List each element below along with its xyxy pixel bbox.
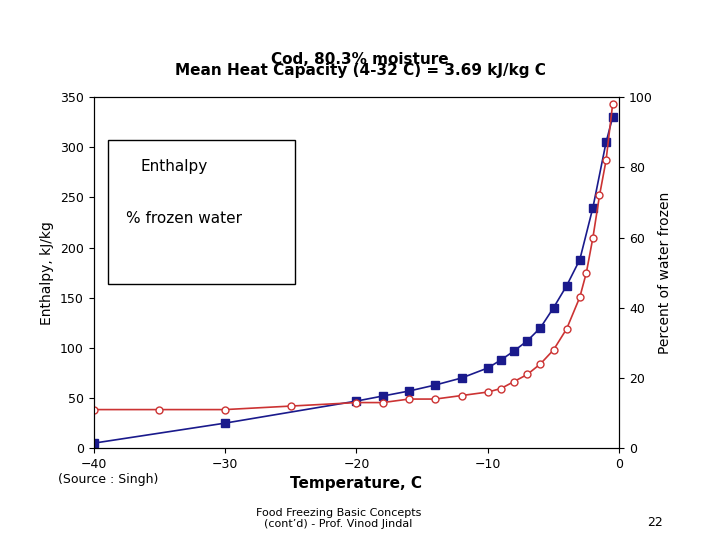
Text: Mean Heat Capacity (4-32 C) = 3.69 kJ/kg C: Mean Heat Capacity (4-32 C) = 3.69 kJ/kg… <box>174 63 546 78</box>
Text: Food Freezing Basic Concepts
(cont’d) - Prof. Vinod Jindal: Food Freezing Basic Concepts (cont’d) - … <box>256 508 421 529</box>
Text: 22: 22 <box>647 516 662 529</box>
X-axis label: Temperature, C: Temperature, C <box>290 476 423 491</box>
Text: (Source : Singh): (Source : Singh) <box>58 473 158 486</box>
Y-axis label: Enthalpy, kJ/kg: Enthalpy, kJ/kg <box>40 221 55 325</box>
Y-axis label: Percent of water frozen: Percent of water frozen <box>658 192 672 354</box>
Text: Cod, 80.3% moisture: Cod, 80.3% moisture <box>271 52 449 68</box>
Text: % frozen water: % frozen water <box>126 211 242 226</box>
Text: Enthalpy: Enthalpy <box>140 159 207 174</box>
